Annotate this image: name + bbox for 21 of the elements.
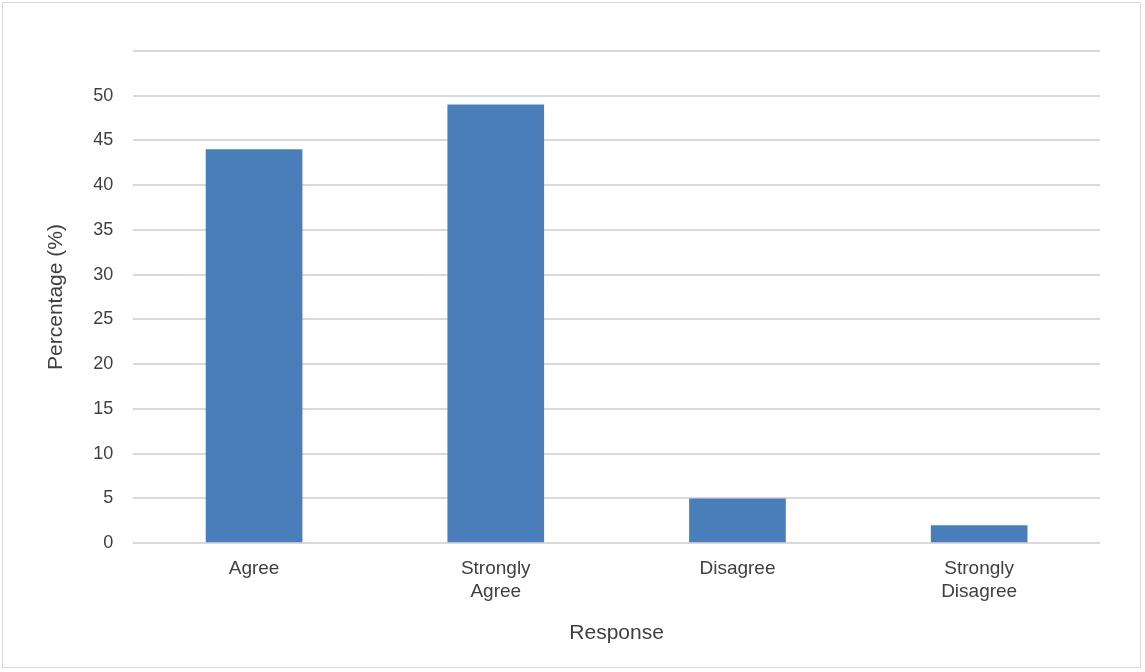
- bar: [205, 149, 303, 543]
- y-axis-title: Percentage (%): [43, 224, 67, 370]
- y-tick-label: 0: [103, 532, 114, 553]
- y-tick-label: 45: [93, 129, 114, 150]
- y-tick-label: 25: [93, 308, 114, 329]
- y-tick-label: 15: [93, 397, 114, 418]
- y-tick-label: 20: [93, 353, 114, 374]
- y-tick-label: 40: [93, 174, 114, 195]
- bar: [689, 498, 786, 543]
- x-tick-label: Strongly Agree: [460, 556, 532, 601]
- x-tick-label: Agree: [228, 556, 280, 578]
- y-tick-label: 5: [103, 487, 114, 508]
- bar: [447, 104, 545, 543]
- y-tick-label: 30: [93, 263, 114, 284]
- y-tick-label: 35: [93, 218, 114, 239]
- x-tick-label: Strongly Disagree: [941, 556, 1018, 601]
- y-tick-label: 50: [93, 84, 114, 105]
- x-tick-label: Disagree: [699, 556, 776, 578]
- x-axis-title: Response: [569, 620, 664, 644]
- bar: [930, 525, 1028, 543]
- y-tick-label: 10: [93, 442, 114, 463]
